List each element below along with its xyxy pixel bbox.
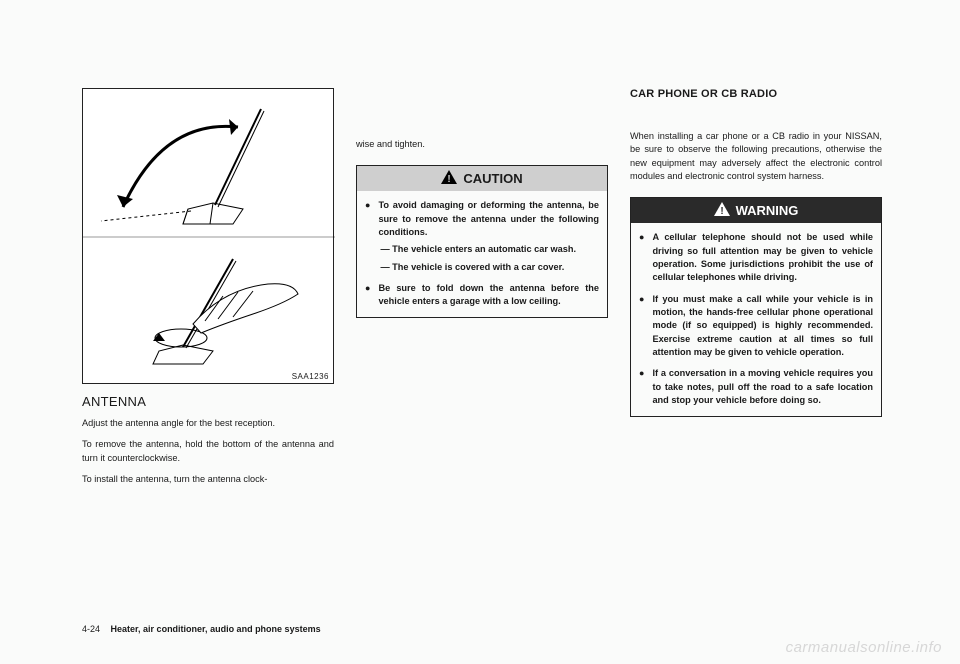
caution-sub: — The vehicle enters an automatic car wa… <box>380 243 599 256</box>
page-number: 4-24 <box>82 624 100 634</box>
footer-title: Heater, air conditioner, audio and phone… <box>111 624 321 634</box>
page-content: SAA1236 ANTENNA Adjust the antenna angle… <box>82 88 882 618</box>
antenna-heading: ANTENNA <box>82 394 334 409</box>
caution-body: ● To avoid damaging or deforming the ant… <box>357 191 607 316</box>
antenna-illustration <box>83 89 335 385</box>
antenna-p3-cont: wise and tighten. <box>356 138 608 151</box>
caution-item-text: To avoid damaging or deforming the anten… <box>378 199 599 239</box>
column-2: wise and tighten. ! CAUTION ● To avoid d… <box>356 88 608 618</box>
caution-box: ! CAUTION ● To avoid damaging or deformi… <box>356 165 608 317</box>
svg-text:!: ! <box>720 206 723 216</box>
caution-list: ● To avoid damaging or deforming the ant… <box>365 199 599 308</box>
antenna-p3: To install the antenna, turn the antenna… <box>82 473 334 486</box>
figure-caption: SAA1236 <box>292 372 329 381</box>
cb-intro: When installing a car phone or a CB radi… <box>630 130 882 183</box>
warning-item: ● If a conversation in a moving vehicle … <box>639 367 873 407</box>
bullet-icon: ● <box>365 282 370 309</box>
warning-item-text: If a conversation in a moving vehicle re… <box>652 367 873 407</box>
bullet-icon: ● <box>639 293 644 360</box>
svg-text:!: ! <box>448 174 451 184</box>
warning-item-text: A cellular telephone should not be used … <box>652 231 873 284</box>
caution-header: ! CAUTION <box>357 166 607 191</box>
antenna-figure: SAA1236 <box>82 88 334 384</box>
warning-item: ● If you must make a call while your veh… <box>639 293 873 360</box>
watermark: carmanualsonline.info <box>786 639 942 656</box>
warning-list: ● A cellular telephone should not be use… <box>639 231 873 407</box>
antenna-p1: Adjust the antenna angle for the best re… <box>82 417 334 430</box>
caution-item: ● Be sure to fold down the antenna befor… <box>365 282 599 309</box>
caution-item: ● To avoid damaging or deforming the ant… <box>365 199 599 274</box>
bullet-icon: ● <box>365 199 370 274</box>
section-title: CAR PHONE OR CB RADIO <box>630 88 882 100</box>
warning-item: ● A cellular telephone should not be use… <box>639 231 873 284</box>
page-footer: 4-24 Heater, air conditioner, audio and … <box>82 624 321 634</box>
caution-sub: — The vehicle is covered with a car cove… <box>380 261 599 274</box>
caution-icon: ! <box>441 170 457 187</box>
column-1: SAA1236 ANTENNA Adjust the antenna angle… <box>82 88 334 618</box>
warning-title: WARNING <box>736 203 799 218</box>
warning-item-text: If you must make a call while your vehic… <box>652 293 873 360</box>
warning-icon: ! <box>714 202 730 219</box>
bullet-icon: ● <box>639 367 644 407</box>
warning-body: ● A cellular telephone should not be use… <box>631 223 881 415</box>
warning-header: ! WARNING <box>631 198 881 223</box>
bullet-icon: ● <box>639 231 644 284</box>
warning-box: ! WARNING ● A cellular telephone should … <box>630 197 882 416</box>
caution-item-text: Be sure to fold down the antenna before … <box>378 282 599 309</box>
caution-title: CAUTION <box>463 171 522 186</box>
column-3: CAR PHONE OR CB RADIO When installing a … <box>630 88 882 618</box>
antenna-p2: To remove the antenna, hold the bottom o… <box>82 438 334 465</box>
